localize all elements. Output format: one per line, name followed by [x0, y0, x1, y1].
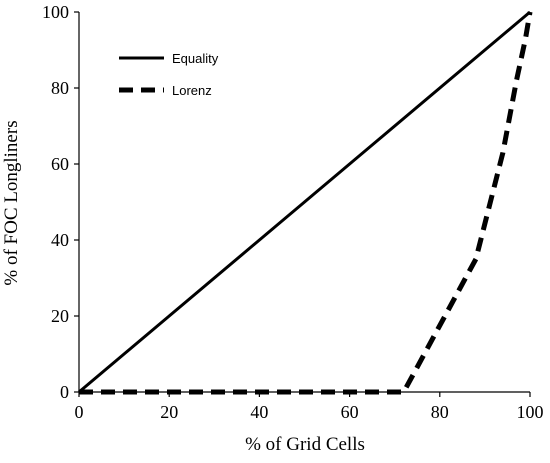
y-tick-label: 40: [51, 230, 69, 250]
y-tick-label: 80: [51, 78, 69, 98]
y-tick-label: 100: [42, 2, 69, 22]
series-line-equality: [78, 10, 531, 394]
x-tick-label: 20: [160, 402, 178, 422]
legend-label-equality: Equality: [172, 51, 219, 66]
x-tick-label: 80: [431, 402, 449, 422]
y-tick-label: 60: [51, 154, 69, 174]
y-tick-label: 20: [51, 306, 69, 326]
series-line-lorenz: [79, 11, 533, 395]
y-axis-title: % of FOC Longliners: [1, 120, 22, 285]
legend: Equality Lorenz: [119, 51, 219, 98]
y-tick-label: 0: [60, 382, 69, 402]
x-tick-label: 100: [517, 402, 544, 422]
plot-series: [78, 10, 533, 395]
x-tick-label: 40: [250, 402, 268, 422]
x-tick-label: 0: [75, 402, 84, 422]
legend-label-lorenz: Lorenz: [172, 83, 212, 98]
x-axis-title: % of Grid Cells: [245, 434, 365, 455]
tick-labels: 0 20 40 60 80 100 0 20 40 60 80 100: [42, 2, 544, 422]
x-tick-label: 60: [341, 402, 359, 422]
